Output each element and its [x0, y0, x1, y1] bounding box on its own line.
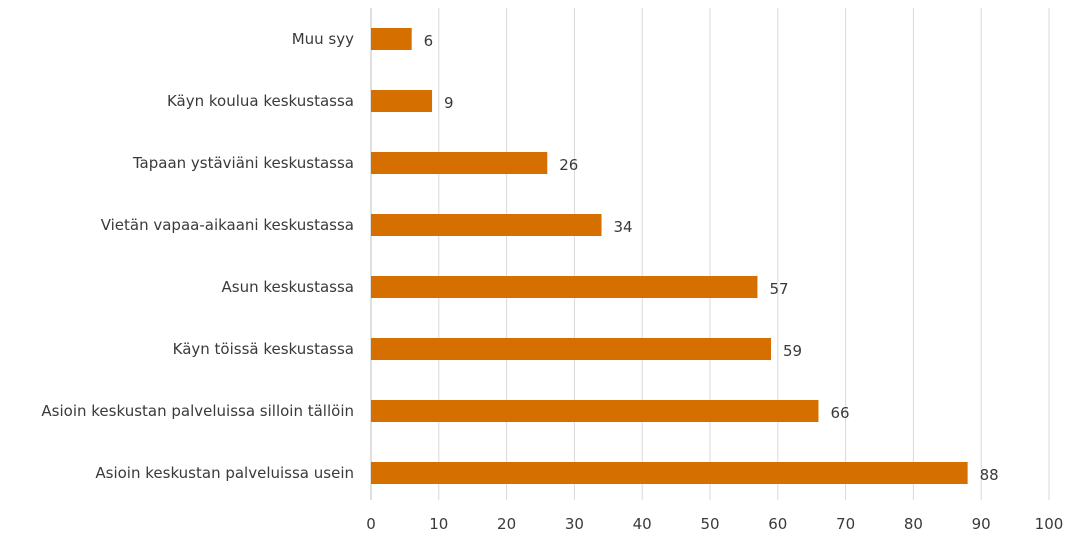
data-labels: 6 9 26 34 57 59 66 88	[424, 32, 999, 484]
bar	[371, 90, 433, 112]
gridlines	[370, 8, 1050, 500]
category-label: Vietän vapaa-aikaani keskustassa	[101, 216, 354, 234]
bar	[371, 214, 602, 236]
x-tick-label: 30	[565, 515, 584, 533]
data-label: 59	[783, 342, 802, 360]
data-label: 26	[559, 156, 578, 174]
x-tick-label: 0	[366, 515, 376, 533]
category-label: Käyn koulua keskustassa	[167, 92, 354, 110]
bar	[371, 400, 819, 422]
data-label: 9	[444, 94, 454, 112]
bar	[371, 276, 758, 298]
x-tick-label: 70	[836, 515, 855, 533]
data-label: 88	[980, 466, 999, 484]
data-label: 66	[830, 404, 849, 422]
bar	[371, 462, 968, 484]
bar	[371, 152, 548, 174]
data-label: 6	[424, 32, 434, 50]
category-label: Asun keskustassa	[222, 278, 355, 296]
bar	[371, 28, 412, 50]
category-labels: Muu syy Käyn koulua keskustassa Tapaan yst…	[41, 30, 354, 482]
x-axis-ticks: 0 10 20 30 40 50 60 70 80 90 100	[366, 515, 1063, 533]
x-tick-label: 80	[904, 515, 923, 533]
x-tick-label: 10	[429, 515, 448, 533]
category-label: Käyn töissä keskustassa	[173, 340, 354, 358]
category-label: Asioin keskustan palveluissa usein	[95, 464, 354, 482]
data-label: 57	[769, 280, 788, 298]
data-label: 34	[614, 218, 633, 236]
x-tick-label: 40	[633, 515, 652, 533]
bars	[371, 28, 968, 484]
x-tick-label: 90	[972, 515, 991, 533]
category-label: Tapaan ystäviäni keskustassa	[132, 154, 354, 172]
x-tick-label: 60	[768, 515, 787, 533]
category-label: Asioin keskustan palveluissa silloin täl…	[41, 402, 354, 420]
category-label: Muu syy	[292, 30, 354, 48]
x-tick-label: 20	[497, 515, 516, 533]
x-tick-label: 100	[1035, 515, 1064, 533]
bar	[371, 338, 772, 360]
x-tick-label: 50	[700, 515, 719, 533]
